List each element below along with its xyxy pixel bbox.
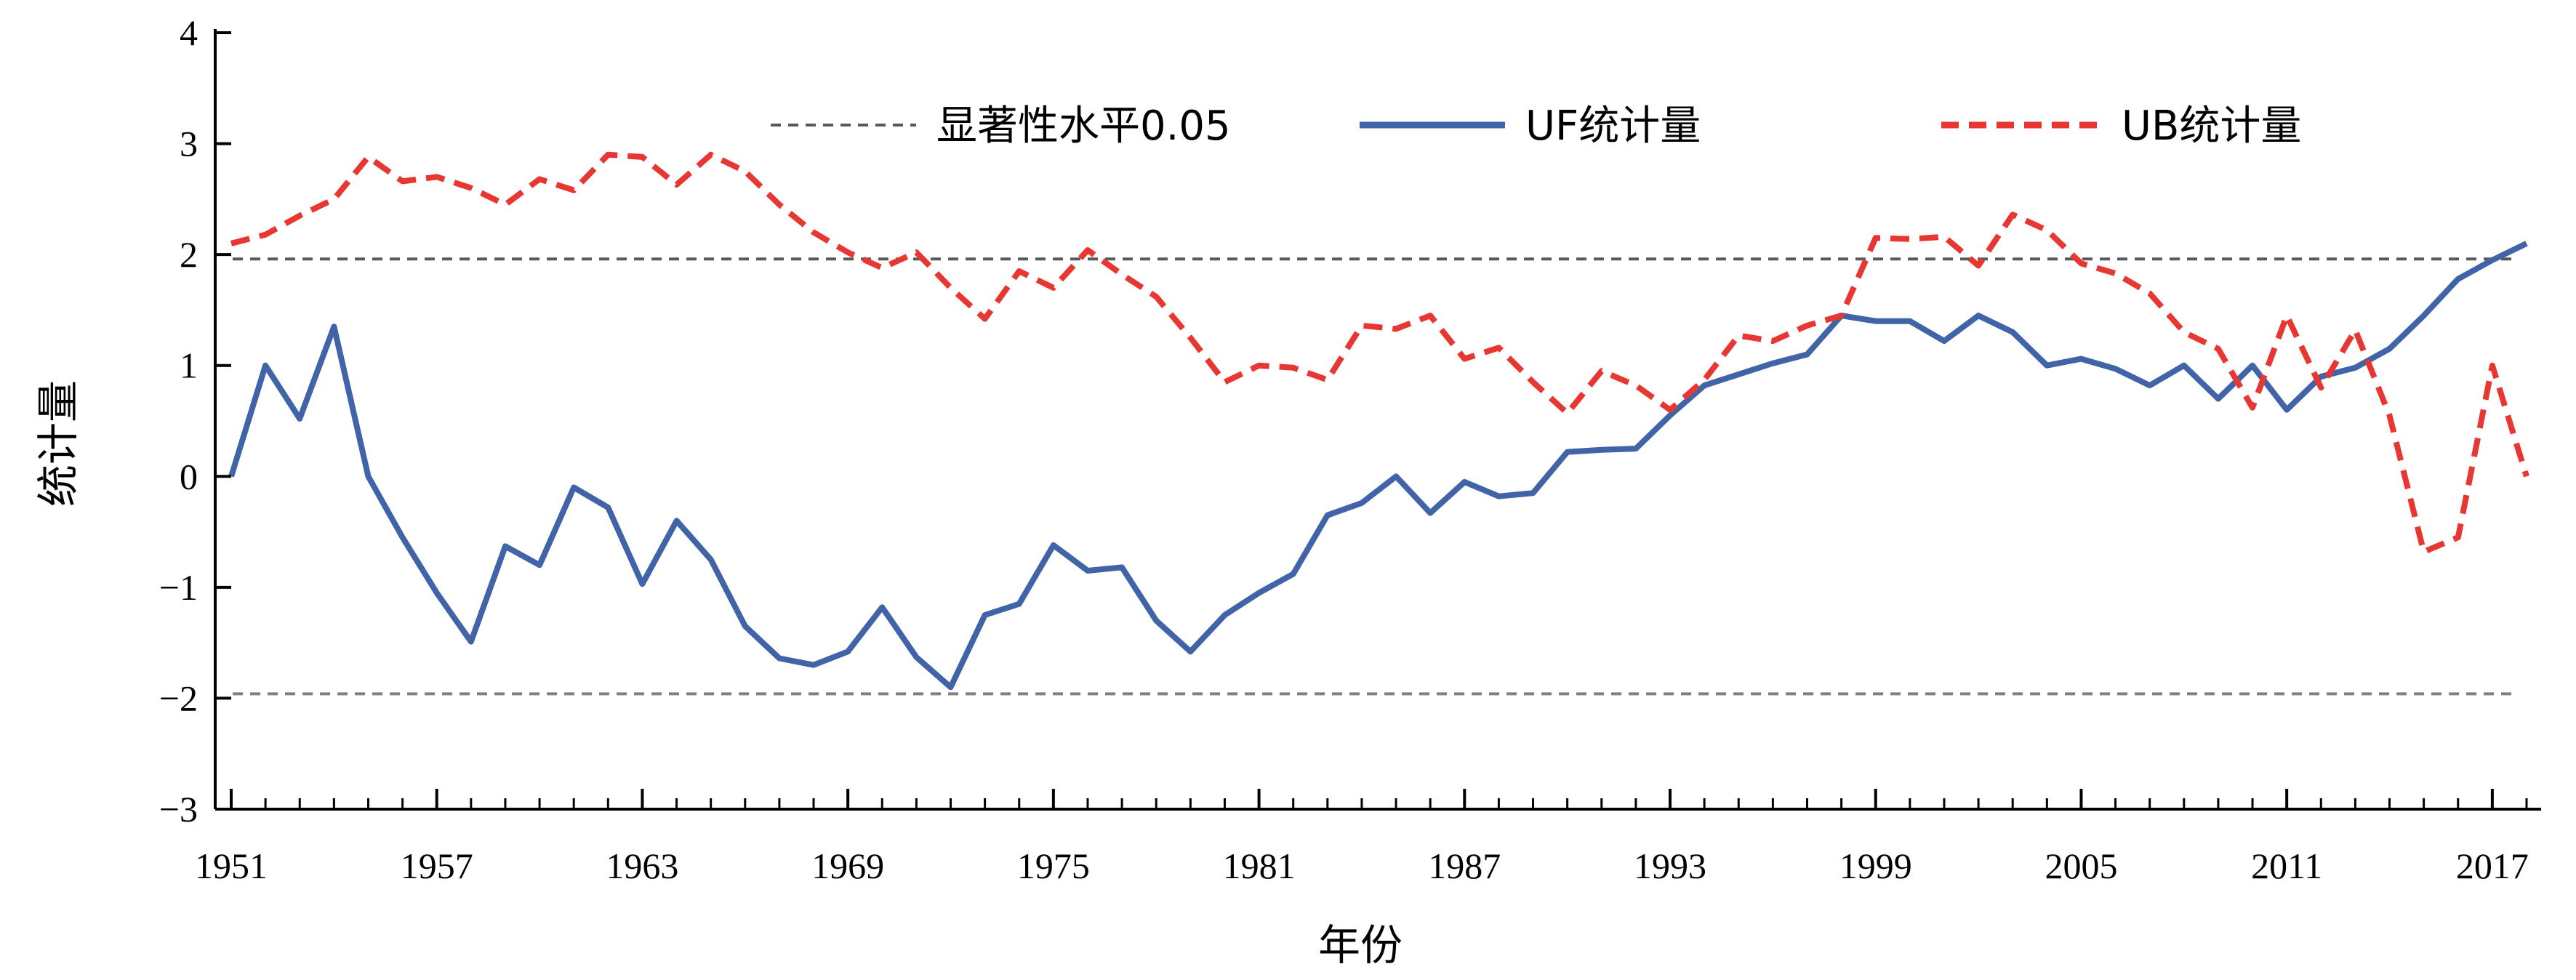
series-layer	[228, 151, 2529, 691]
x-axis-title: 年份	[1318, 920, 1403, 970]
y-tick-label: 2	[180, 234, 198, 275]
x-tick-label: 1975	[1017, 846, 1090, 886]
y-tick-label: −2	[159, 678, 198, 718]
series-line-ub	[230, 151, 2529, 555]
x-tick-label: 1993	[1634, 846, 1706, 886]
legend-label-uf: UF统计量	[1525, 103, 1701, 150]
y-axis-title: 统计量	[33, 380, 83, 507]
x-axis-ticks: 1951 1957 1963 1969 1975 1981 1987 1993 1999 2005…	[195, 789, 2529, 886]
y-tick-label: 4	[180, 12, 198, 53]
x-tick-label: 1963	[606, 846, 678, 886]
x-tick-label: 2005	[2045, 846, 2117, 886]
series-line-uf	[228, 241, 2528, 691]
x-tick-label: 2011	[2251, 846, 2322, 886]
legend-label-significance: 显著性水平0.05	[936, 103, 1231, 150]
y-tick-label: −3	[159, 789, 198, 830]
x-tick-label: 2017	[2456, 846, 2529, 886]
x-tick-label: 1951	[195, 846, 268, 886]
x-tick-label: 1987	[1428, 846, 1501, 886]
y-tick-label: 1	[180, 345, 198, 386]
x-tick-label: 1957	[401, 846, 473, 886]
reference-lines	[233, 257, 2517, 696]
x-tick-label: 1981	[1223, 846, 1296, 886]
y-tick-label: −1	[159, 567, 198, 608]
x-tick-label: 1969	[811, 846, 884, 886]
legend-label-ub: UB统计量	[2122, 103, 2301, 150]
y-tick-label: 3	[180, 124, 198, 164]
y-axis-ticks: −3 −2 −1 0 1 2 3 4	[159, 12, 231, 830]
x-tick-label: 1999	[1839, 846, 1912, 886]
y-tick-label: 0	[180, 456, 198, 497]
legend: 显著性水平0.05 UF统计量 UB统计量	[771, 103, 2301, 150]
